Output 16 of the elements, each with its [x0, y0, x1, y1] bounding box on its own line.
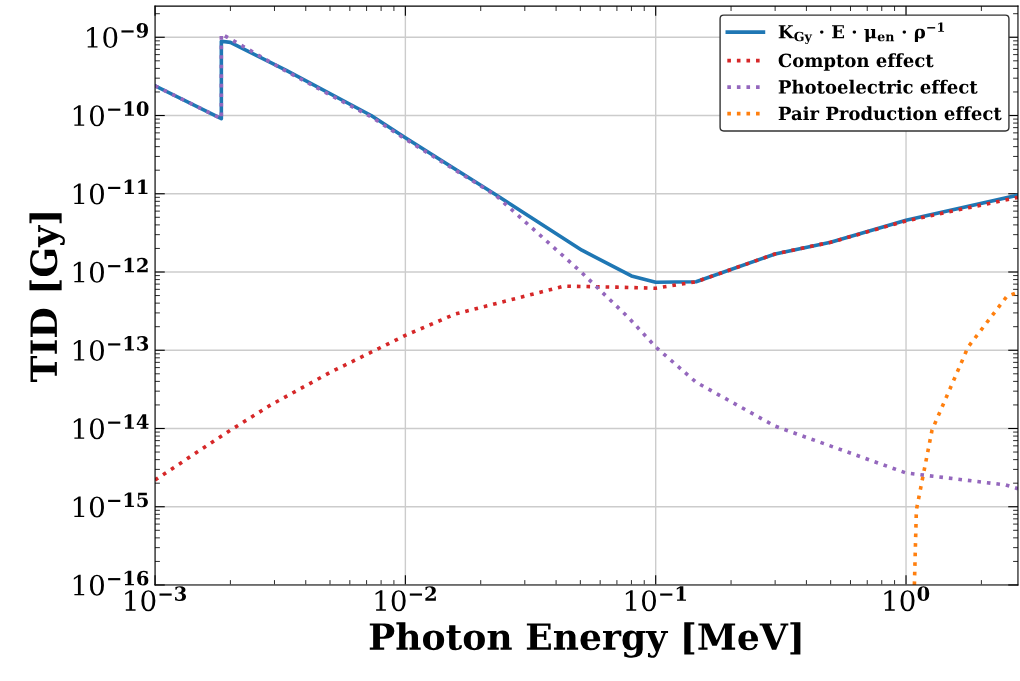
y-axis-title: TID [Gy] — [29, 213, 65, 382]
y-tick-label: 10$^{−13}$ — [73, 336, 149, 361]
legend-label: Photoelectric effect — [778, 79, 978, 94]
y-tick-label: 10$^{−12}$ — [73, 257, 148, 283]
legend-label: K$_{Gy}$ · E · μ$_{en}$ · ρ$^{−1}$ — [778, 22, 945, 44]
x-tick-label: 10$^{0}$ — [884, 586, 930, 612]
x-axis-title: Photon Energy [MeV] — [369, 622, 801, 658]
y-tick-label: 10$^{−9}$ — [87, 23, 148, 49]
y-tick-label: 10$^{−15}$ — [73, 492, 148, 518]
y-tick-label: 10$^{−10}$ — [73, 101, 149, 127]
x-tick-label: 10$^{−2}$ — [375, 586, 436, 612]
x-tick-label: 10$^{−1}$ — [625, 586, 686, 612]
legend-label: Compton effect — [778, 53, 934, 71]
y-tick-label: 10$^{−14}$ — [73, 414, 149, 440]
legend-label: Pair Production effect — [778, 106, 1002, 121]
y-tick-label: 10$^{−11}$ — [73, 179, 148, 205]
